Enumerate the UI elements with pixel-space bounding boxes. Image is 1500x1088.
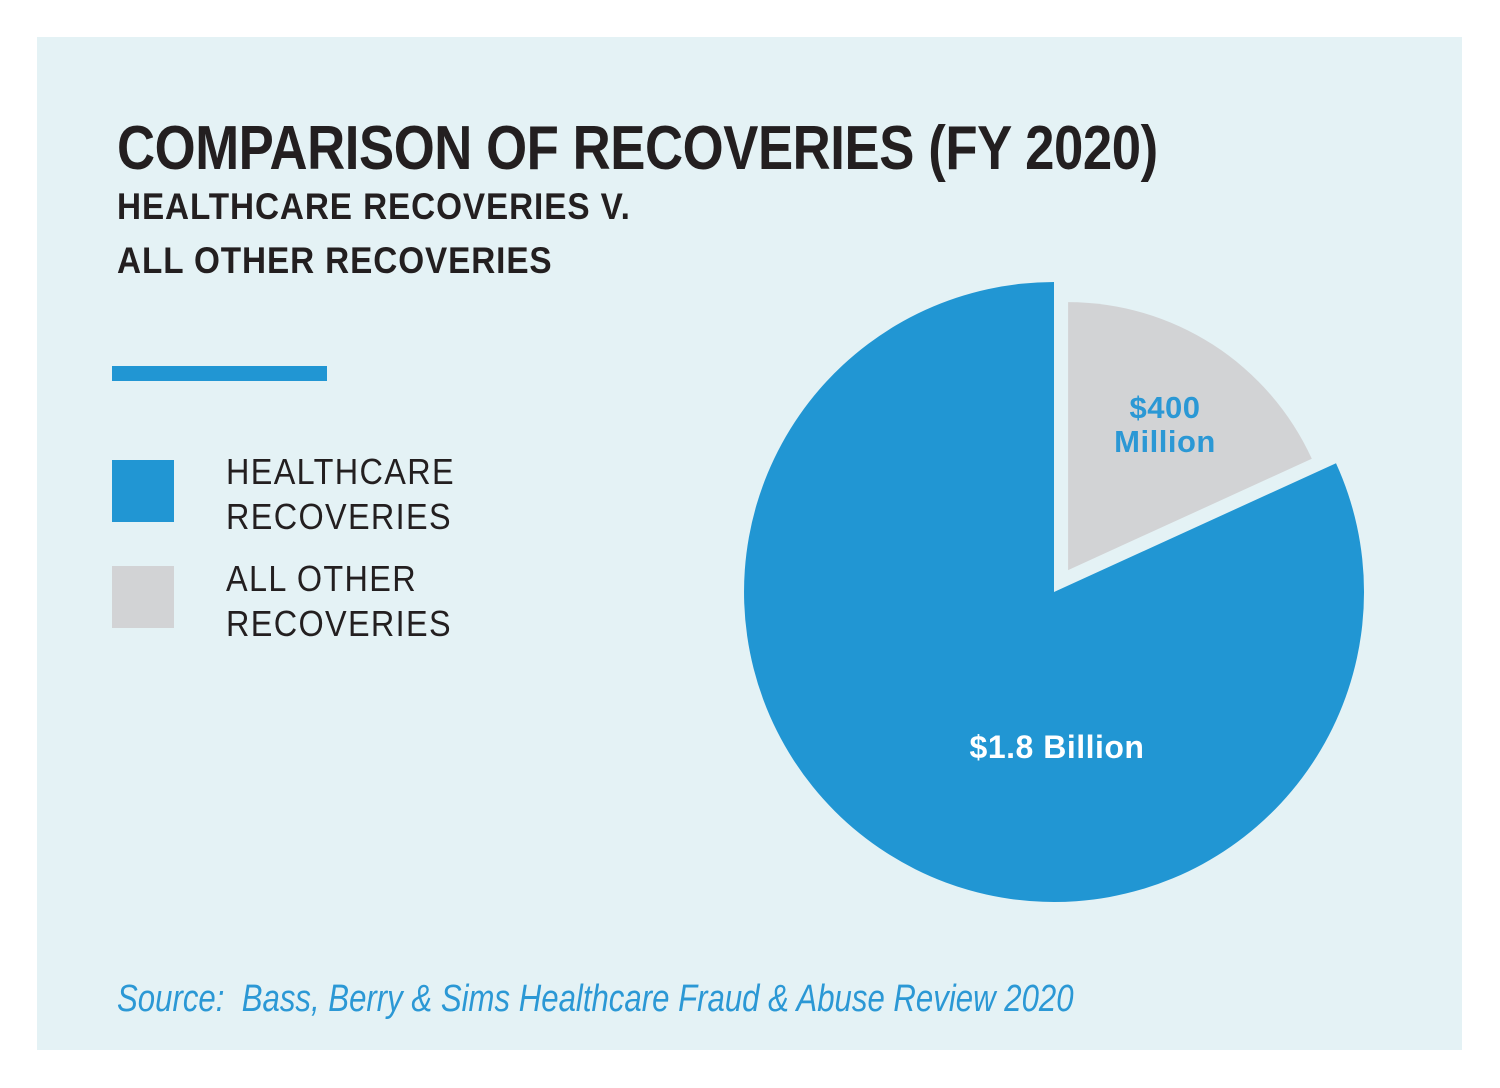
- legend-label-all-other-line-1: ALL OTHER: [226, 558, 418, 599]
- page-subtitle-line-2: ALL OTHER RECOVERIES: [117, 240, 553, 281]
- pie-label-all-other-value-line-2: Million: [1114, 424, 1216, 459]
- source-text: Source: Bass, Berry & Sims Healthcare Fr…: [117, 978, 1074, 1020]
- legend-swatch-healthcare: [112, 460, 174, 522]
- pie-slice-healthcare: [744, 282, 1365, 903]
- legend-swatch-all-other: [112, 566, 174, 628]
- legend-label-healthcare: HEALTHCARE RECOVERIES: [226, 449, 455, 539]
- pie-label-all-other-value-line-1: $400: [1130, 390, 1201, 425]
- legend-label-all-other-line-2: RECOVERIES: [226, 603, 452, 644]
- accent-bar: [112, 366, 327, 381]
- pie-slice-all-other: [1068, 302, 1312, 571]
- pie-chart: $1.8 Billion $400 Million: [744, 282, 1365, 903]
- legend-label-all-other: ALL OTHER RECOVERIES: [226, 556, 452, 646]
- pie-label-healthcare-value: $1.8 Billion: [970, 729, 1145, 765]
- page-title: COMPARISON OF RECOVERIES (FY 2020): [117, 114, 1158, 183]
- legend-label-healthcare-line-1: HEALTHCARE: [226, 451, 455, 492]
- infographic-panel: COMPARISON OF RECOVERIES (FY 2020) HEALT…: [37, 37, 1462, 1050]
- legend-label-healthcare-line-2: RECOVERIES: [226, 496, 452, 537]
- page-subtitle-line-1: HEALTHCARE RECOVERIES V.: [117, 186, 631, 227]
